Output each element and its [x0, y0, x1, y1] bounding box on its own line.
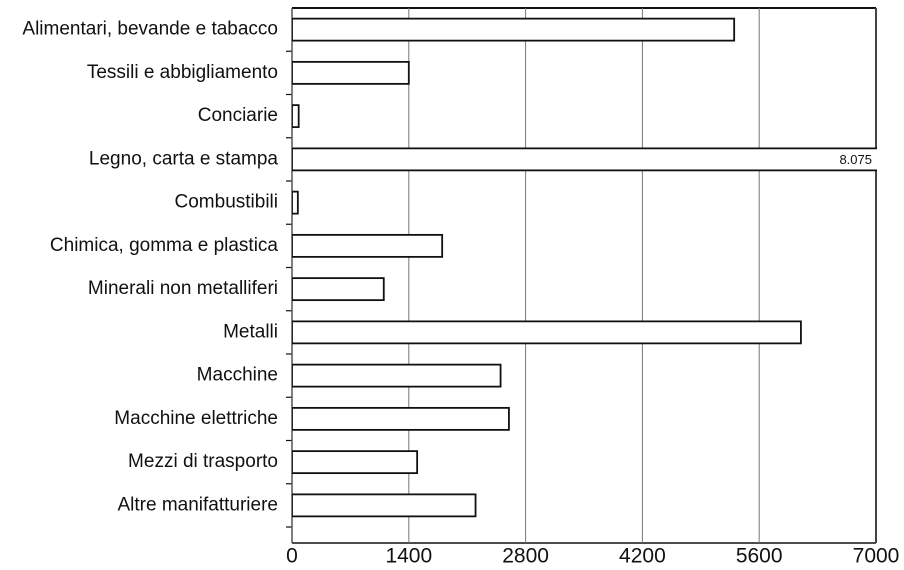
- x-tick-label: 1400: [385, 545, 432, 568]
- bar: [292, 233, 444, 258]
- x-tick-label: 5600: [736, 545, 783, 568]
- bar: [292, 406, 510, 431]
- bar: [292, 60, 410, 85]
- y-tick-label: Minerali non metalliferi: [88, 278, 278, 299]
- y-tick-label: Combustibili: [175, 192, 278, 213]
- bar: [292, 320, 802, 345]
- x-tick-label: 7000: [853, 545, 900, 568]
- bar: [292, 450, 419, 475]
- y-tick-label: Macchine elettriche: [114, 408, 278, 429]
- bar: [292, 147, 877, 172]
- labels: 0 1400 2800 4200 5600 7000 Alimentari, bevande…: [22, 19, 899, 568]
- x-tick-label: 4200: [619, 545, 666, 568]
- y-tick-label: Altre manifatturiere: [117, 494, 278, 515]
- x-tick-label: 0: [286, 545, 298, 568]
- bar: [292, 277, 385, 302]
- y-tick-label: Alimentari, bevande e tabacco: [22, 19, 278, 40]
- y-tick-label: Legno, carta e stampa: [89, 148, 278, 169]
- y-tick-label: Macchine: [197, 365, 278, 386]
- y-tick-label: Conciarie: [198, 105, 278, 126]
- grid: [286, 7, 877, 544]
- y-tick-label: Mezzi di trasporto: [128, 451, 278, 472]
- value-label: 8.075: [839, 152, 872, 167]
- bar: [292, 104, 300, 129]
- bar: [292, 17, 736, 42]
- bar: [292, 493, 477, 518]
- y-tick-label: Tessili e abbigliamento: [87, 62, 278, 83]
- bars: [292, 17, 877, 518]
- y-tick-label: Chimica, gomma e plastica: [50, 235, 279, 256]
- bar: [292, 190, 299, 215]
- bar: [292, 363, 502, 388]
- x-tick-label: 2800: [502, 545, 549, 568]
- y-tick-label: Metalli: [223, 321, 278, 342]
